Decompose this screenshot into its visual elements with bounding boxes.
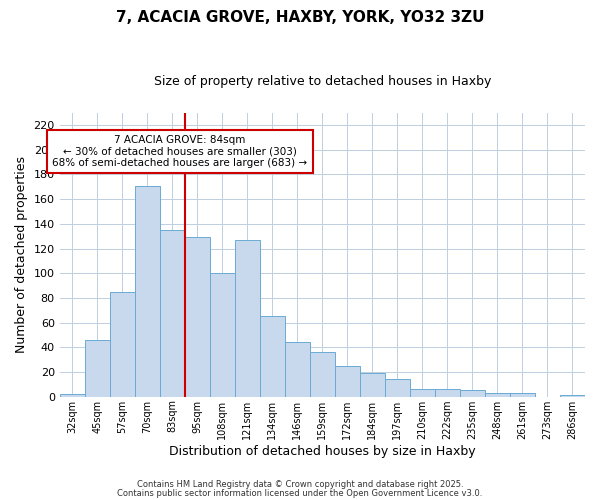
Bar: [135, 186, 160, 396]
Bar: [435, 390, 460, 396]
Bar: [485, 393, 510, 396]
Text: Contains HM Land Registry data © Crown copyright and database right 2025.: Contains HM Land Registry data © Crown c…: [137, 480, 463, 489]
Title: Size of property relative to detached houses in Haxby: Size of property relative to detached ho…: [154, 75, 491, 88]
X-axis label: Distribution of detached houses by size in Haxby: Distribution of detached houses by size …: [169, 444, 476, 458]
Text: 7 ACACIA GROVE: 84sqm
← 30% of detached houses are smaller (303)
68% of semi-det: 7 ACACIA GROVE: 84sqm ← 30% of detached …: [52, 135, 307, 168]
Bar: [285, 342, 310, 396]
Bar: [310, 352, 335, 397]
Bar: [260, 316, 285, 396]
Text: 7, ACACIA GROVE, HAXBY, YORK, YO32 3ZU: 7, ACACIA GROVE, HAXBY, YORK, YO32 3ZU: [116, 10, 484, 25]
Bar: [385, 380, 410, 396]
Bar: [160, 230, 185, 396]
Bar: [360, 373, 385, 396]
Y-axis label: Number of detached properties: Number of detached properties: [15, 156, 28, 353]
Bar: [335, 366, 360, 396]
Text: Contains public sector information licensed under the Open Government Licence v3: Contains public sector information licen…: [118, 488, 482, 498]
Bar: [59, 394, 85, 396]
Bar: [410, 390, 435, 396]
Bar: [85, 340, 110, 396]
Bar: [185, 238, 210, 396]
Bar: [210, 273, 235, 396]
Bar: [510, 393, 535, 396]
Bar: [110, 292, 135, 397]
Bar: [235, 240, 260, 396]
Bar: [460, 390, 485, 396]
